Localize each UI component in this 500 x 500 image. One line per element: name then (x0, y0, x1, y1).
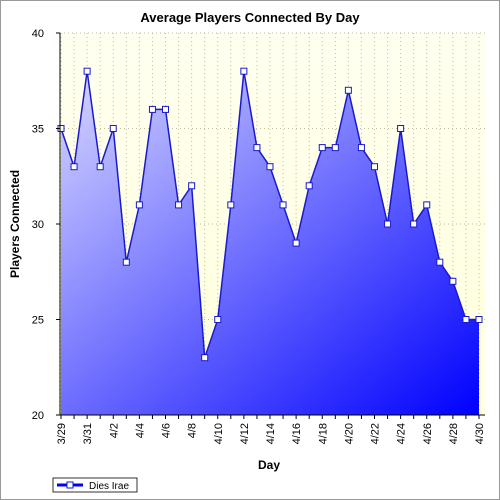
legend-label: Dies Irae (89, 481, 129, 492)
x-tick-label: 3/29 (56, 423, 68, 444)
data-point (318, 144, 326, 152)
data-point (188, 182, 196, 190)
x-tick-label: 4/16 (291, 423, 303, 444)
x-tick-label: 4/26 (422, 423, 434, 444)
data-point (292, 239, 300, 247)
x-tick-label: 4/18 (317, 423, 329, 444)
data-point (240, 67, 248, 75)
data-point (96, 163, 104, 171)
x-tick-label: 4/20 (343, 423, 355, 444)
y-axis-ticks: 20 25 30 35 40 (32, 28, 60, 422)
data-point (70, 163, 78, 171)
y-tick-label: 20 (32, 410, 44, 422)
data-point (305, 182, 313, 190)
y-tick-label: 25 (32, 315, 44, 327)
x-tick-label: 4/24 (396, 423, 408, 444)
data-point (436, 258, 444, 266)
y-tick-label: 30 (32, 219, 44, 231)
data-point (423, 201, 431, 209)
data-point (83, 67, 91, 75)
data-point (175, 201, 183, 209)
x-tick-label: 4/12 (239, 423, 251, 444)
y-tick-label: 40 (32, 28, 44, 40)
data-point (462, 316, 470, 323)
y-axis-title: Players Connected (8, 170, 22, 278)
data-point (357, 144, 365, 152)
series-area (61, 71, 479, 415)
data-point (449, 277, 457, 285)
data-point (371, 163, 378, 171)
data-point (227, 201, 235, 209)
data-point (475, 316, 483, 323)
y-tick-label: 35 (32, 124, 44, 136)
x-axis-ticks: 3/29 3/31 4/2 4/4 4/6 4/8 4/10 4/12 4/14 4/16 4/18… (56, 415, 486, 444)
x-tick-label: 3/31 (82, 423, 94, 444)
x-tick-label: 4/8 (187, 423, 199, 438)
data-point (410, 220, 418, 228)
x-tick-label: 4/28 (448, 423, 460, 444)
data-point (331, 144, 339, 152)
legend-box (52, 477, 138, 493)
data-point (384, 220, 392, 228)
x-tick-label: 4/30 (474, 423, 486, 444)
legend: Dies Irae (52, 477, 138, 493)
x-tick-label: 4/14 (265, 423, 277, 444)
data-point (344, 86, 352, 94)
data-point (109, 125, 117, 132)
x-tick-label: 4/4 (134, 423, 146, 438)
x-tick-label: 4/22 (370, 423, 382, 444)
x-tick-label: 4/2 (108, 423, 120, 438)
data-point (122, 258, 130, 266)
x-tick-label: 4/6 (161, 423, 173, 438)
chart-title: Average Players Connected By Day (140, 10, 360, 25)
legend-marker-icon (66, 481, 74, 489)
data-point (148, 105, 156, 113)
data-point (279, 201, 287, 209)
data-point (162, 105, 169, 113)
x-axis-title: Day (258, 458, 280, 472)
data-points (57, 67, 483, 362)
data-point (201, 354, 209, 362)
data-point (266, 163, 274, 171)
data-point (135, 201, 143, 209)
data-point (214, 316, 222, 323)
x-tick-label: 4/10 (213, 423, 225, 444)
data-point (397, 125, 405, 132)
data-point (253, 144, 261, 152)
